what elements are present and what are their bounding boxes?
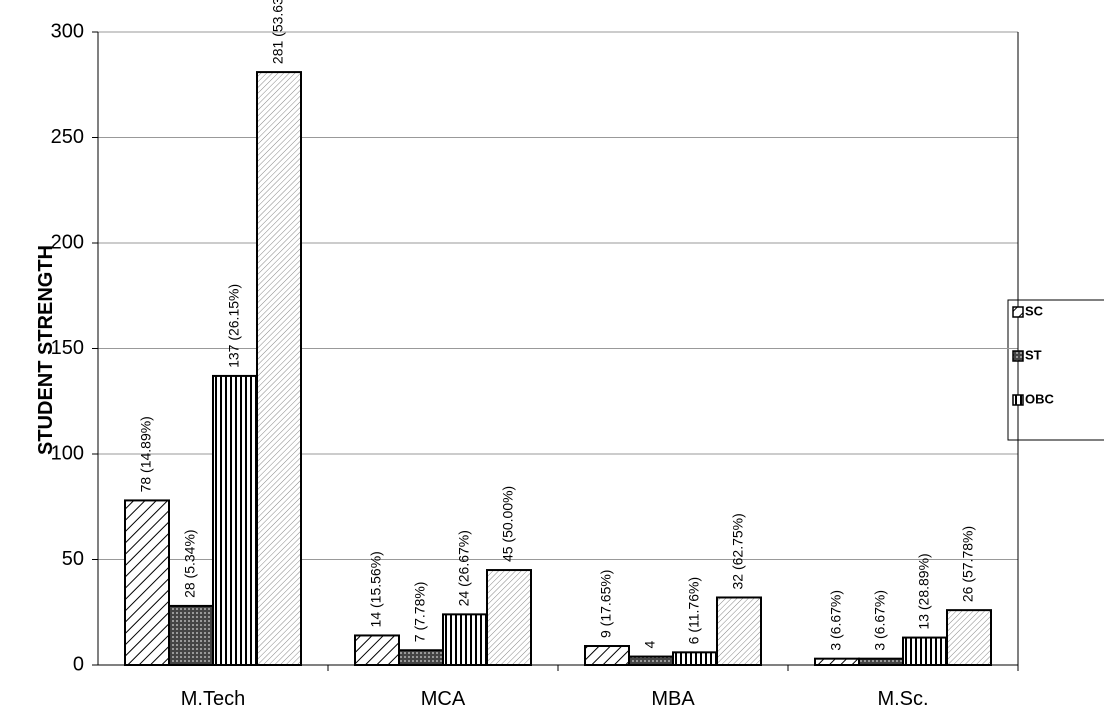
- bar: [946, 609, 992, 667]
- legend-label: ST: [1025, 347, 1042, 362]
- bar: [256, 71, 302, 666]
- legend-box: [1007, 299, 1104, 441]
- data-label: 78 (14.89%): [138, 416, 154, 492]
- data-label: 3 (6.67%): [872, 590, 888, 651]
- x-tick-label: M.Sc.: [877, 688, 928, 710]
- bar: [902, 636, 948, 667]
- bar: [398, 649, 444, 666]
- data-label: 14 (15.56%): [368, 551, 384, 627]
- x-tick-label: MCA: [421, 688, 466, 710]
- data-label: 28 (5.34%): [182, 529, 198, 597]
- bar: [124, 499, 170, 667]
- bar: [354, 634, 400, 667]
- legend-label: SC: [1025, 303, 1044, 318]
- bar: [814, 657, 860, 666]
- y-tick-label: 150: [51, 337, 84, 359]
- legend-swatch: [1012, 350, 1024, 362]
- legend-label: OBC: [1025, 391, 1055, 406]
- y-tick-label: 0: [73, 653, 84, 675]
- data-label: 9 (17.65%): [598, 570, 614, 638]
- data-label: 32 (62.75%): [730, 513, 746, 589]
- x-tick-label: MBA: [651, 688, 695, 710]
- data-label: 281 (53.63%): [270, 0, 286, 64]
- data-label: 3 (6.67%): [828, 590, 844, 651]
- data-label: 45 (50.00%): [500, 486, 516, 562]
- y-tick-label: 200: [51, 231, 84, 253]
- data-label: 7 (7.78%): [412, 582, 428, 643]
- bar: [584, 645, 630, 667]
- y-tick-label: 50: [62, 548, 84, 570]
- bar: [716, 596, 762, 666]
- y-tick-label: 250: [51, 126, 84, 148]
- bar: [212, 374, 258, 666]
- data-label: 137 (26.15%): [226, 284, 242, 368]
- bar: [442, 613, 488, 666]
- y-axis-label: STUDENT STRENGTH: [35, 245, 57, 455]
- data-label: 24 (26.67%): [456, 530, 472, 606]
- y-tick-label: 100: [51, 442, 84, 464]
- bar: [486, 569, 532, 666]
- bar: [672, 651, 718, 667]
- y-tick-label: 300: [51, 20, 84, 42]
- bar: [858, 657, 904, 666]
- data-label: 4: [642, 641, 658, 649]
- data-label: 6 (11.76%): [686, 577, 702, 644]
- x-tick-label: M.Tech: [181, 688, 245, 710]
- legend-swatch: [1012, 394, 1024, 406]
- data-label: 13 (28.89%): [916, 553, 932, 629]
- bar: [628, 655, 674, 666]
- bar: [168, 604, 214, 666]
- legend-swatch: [1012, 306, 1024, 318]
- data-label: 26 (57.78%): [960, 526, 976, 602]
